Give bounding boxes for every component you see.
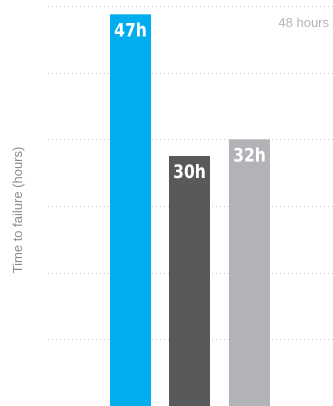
bar-label-2: 30h (173, 162, 206, 184)
y-axis-label: Time to failure (hours) (10, 147, 25, 274)
bars (110, 14, 270, 406)
bar-labels: 47h 30h 32h (114, 20, 266, 184)
bar-label-3: 32h (233, 145, 266, 167)
bar-label-1: 47h (114, 20, 147, 42)
bar-2 (169, 156, 210, 406)
reference-label: 48 hours (278, 15, 329, 30)
bar-1 (110, 14, 151, 406)
bar-3 (229, 139, 270, 406)
